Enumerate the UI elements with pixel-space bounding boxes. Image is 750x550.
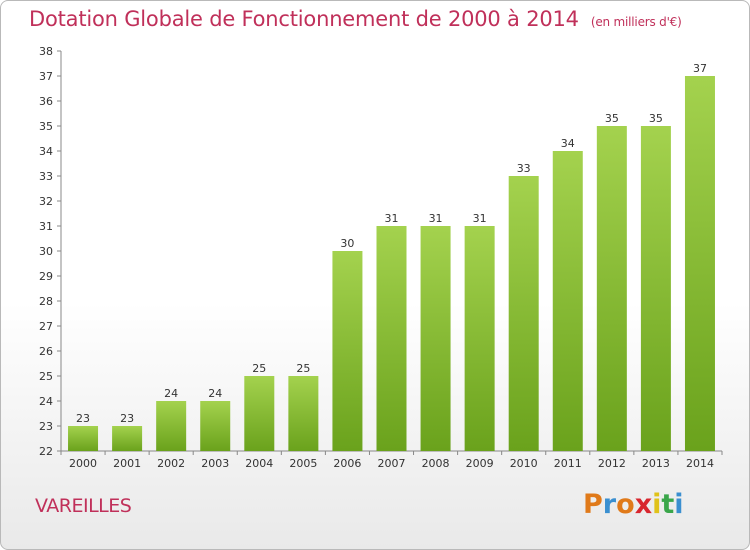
x-tick-label-2002: 2002 (157, 457, 185, 470)
x-tick-label-2007: 2007 (378, 457, 406, 470)
data-label-2005: 25 (296, 362, 310, 375)
bar-2007 (376, 226, 407, 451)
logo-letter: r (602, 489, 617, 520)
logo-letter: i (652, 489, 662, 520)
x-tick-label-2010: 2010 (510, 457, 538, 470)
data-label-2000: 23 (76, 412, 90, 425)
x-tick-label-2014: 2014 (686, 457, 714, 470)
x-tick-label-2008: 2008 (422, 457, 450, 470)
data-label-2003: 24 (208, 387, 222, 400)
bar-2003 (200, 401, 231, 451)
data-label-2006: 30 (340, 237, 354, 250)
data-label-2012: 35 (605, 112, 619, 125)
data-label-2007: 31 (385, 212, 399, 225)
y-tick-label: 30 (39, 245, 53, 258)
y-tick-label: 25 (39, 370, 53, 383)
x-tick-label-2004: 2004 (245, 457, 273, 470)
x-tick-label-2012: 2012 (598, 457, 626, 470)
data-label-2001: 23 (120, 412, 134, 425)
bar-2011 (552, 151, 583, 451)
x-tick-label-2001: 2001 (113, 457, 141, 470)
bar-2013 (640, 126, 671, 451)
data-label-2004: 25 (252, 362, 266, 375)
logo-letter: i (674, 489, 684, 520)
y-tick-label: 27 (39, 320, 53, 333)
proxiti-logo: Proxiti (583, 489, 684, 520)
y-tick-label: 24 (39, 395, 53, 408)
bar-2002 (156, 401, 187, 451)
logo-letter: P (583, 489, 603, 520)
bar-2001 (112, 426, 143, 451)
x-tick-label-2009: 2009 (466, 457, 494, 470)
chart-subtitle: (en milliers d'€) (590, 15, 682, 29)
logo-letter: x (634, 489, 653, 520)
data-label-2014: 37 (693, 62, 707, 75)
x-tick-label-2000: 2000 (69, 457, 97, 470)
y-tick-label: 22 (39, 445, 53, 458)
y-tick-label: 31 (39, 220, 53, 233)
x-tick-label-2013: 2013 (642, 457, 670, 470)
bar-2004 (244, 376, 275, 451)
data-label-2009: 31 (473, 212, 487, 225)
x-tick-label-2011: 2011 (554, 457, 582, 470)
data-label-2008: 31 (429, 212, 443, 225)
bar-2000 (68, 426, 99, 451)
bar-2012 (596, 126, 627, 451)
data-label-2010: 33 (517, 162, 531, 175)
y-tick-label: 28 (39, 295, 53, 308)
logo-letter: t (661, 489, 675, 520)
x-tick-label-2005: 2005 (289, 457, 317, 470)
bar-2008 (420, 226, 451, 451)
data-label-2002: 24 (164, 387, 178, 400)
y-tick-label: 23 (39, 420, 53, 433)
y-tick-label: 26 (39, 345, 53, 358)
data-label-2013: 35 (649, 112, 663, 125)
chart-axes: 22 23 24 25 26 27 28 29 30 31 32 33 34 35 36 37 38 (39, 45, 723, 458)
bar-2014 (684, 76, 715, 451)
chart-labels: 23 2000 23 2001 24 2002 24 2003 25 2004 25 2005 30 20… (69, 62, 714, 470)
chart-bars (68, 76, 715, 451)
bar-2006 (332, 251, 363, 451)
logo-letter: o (616, 489, 635, 520)
chart-title-text: Dotation Globale de Fonctionnement de 20… (29, 7, 579, 31)
y-tick-label: 33 (39, 170, 53, 183)
x-tick-label-2003: 2003 (201, 457, 229, 470)
bar-2009 (464, 226, 495, 451)
y-tick-label: 32 (39, 195, 53, 208)
y-tick-label: 34 (39, 145, 53, 158)
x-tick-label-2006: 2006 (333, 457, 361, 470)
y-tick-label: 36 (39, 95, 53, 108)
y-tick-label: 35 (39, 120, 53, 133)
y-tick-label: 38 (39, 45, 53, 58)
y-tick-label: 29 (39, 270, 53, 283)
place-name: VAREILLES (35, 495, 132, 517)
data-label-2011: 34 (561, 137, 575, 150)
bar-2005 (288, 376, 319, 451)
bar-2010 (508, 176, 539, 451)
y-tick-label: 37 (39, 70, 53, 83)
chart-title: Dotation Globale de Fonctionnement de 20… (29, 7, 682, 31)
